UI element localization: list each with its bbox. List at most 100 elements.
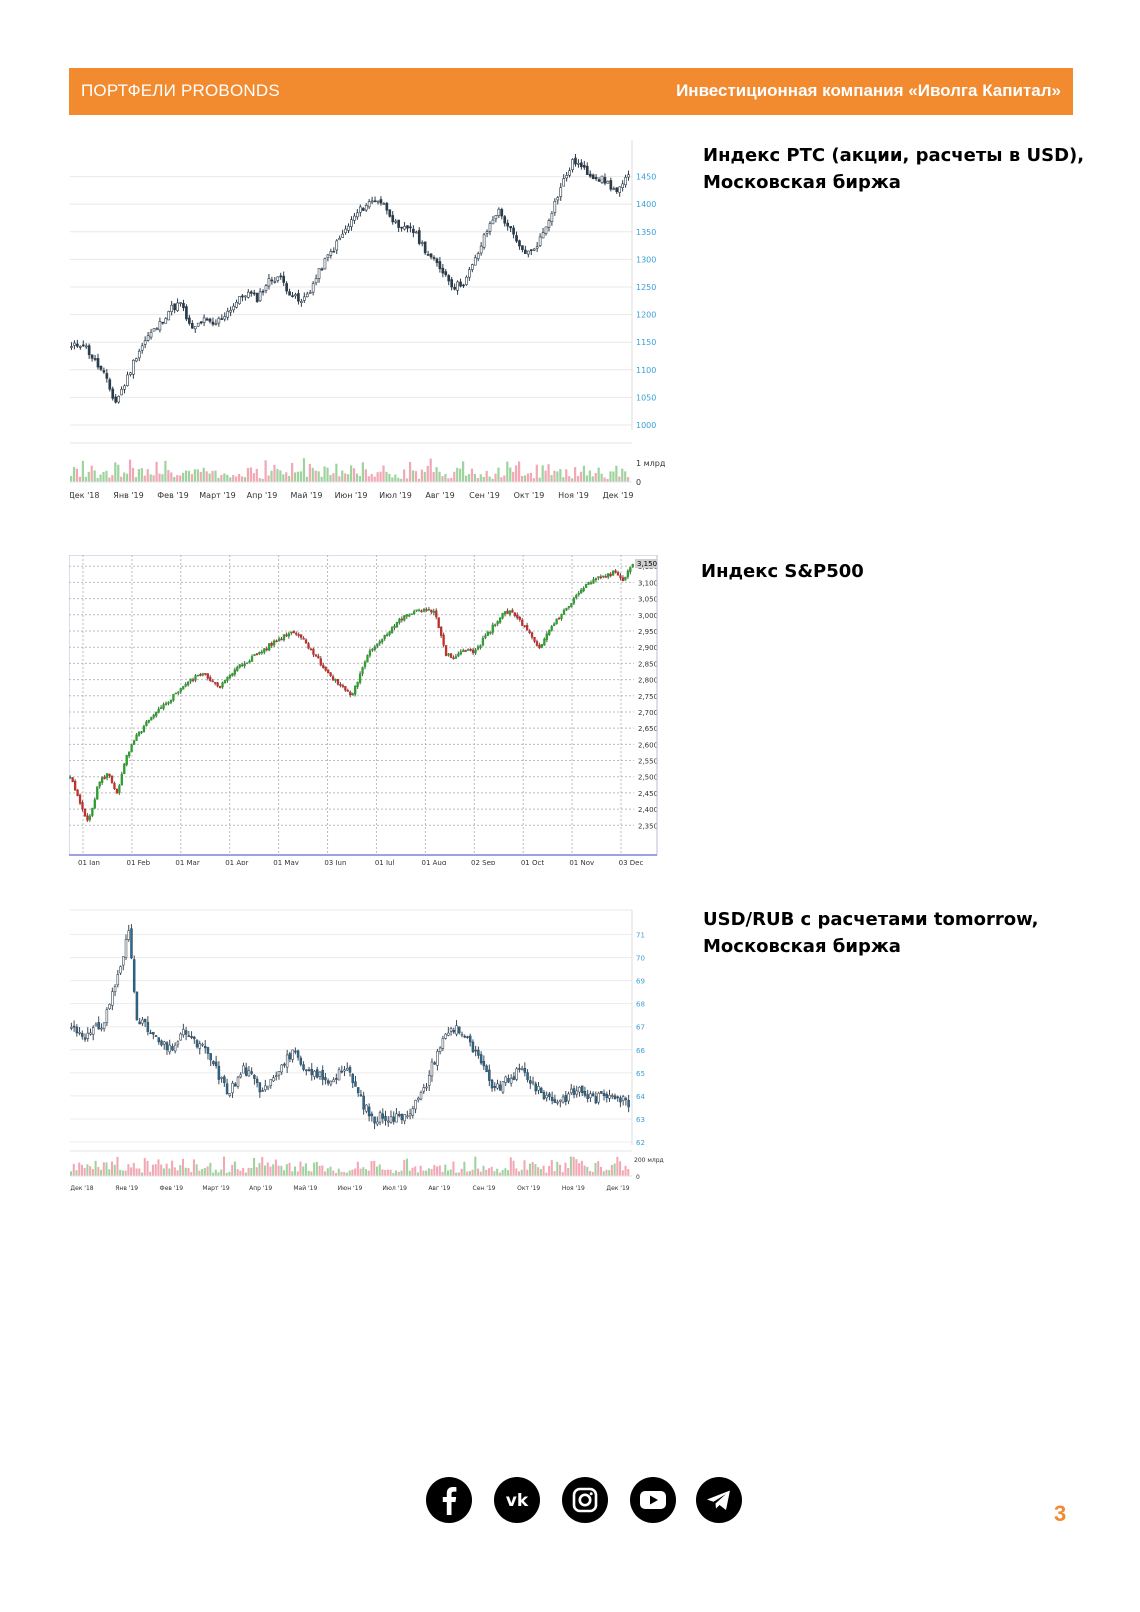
volume-bar xyxy=(80,1164,83,1176)
volume-bar xyxy=(444,1164,447,1176)
candle xyxy=(531,1076,535,1086)
candle-body xyxy=(493,1085,497,1088)
candle xyxy=(249,290,253,297)
candle xyxy=(408,1108,412,1120)
y-tick-label: 70 xyxy=(636,955,645,963)
candle xyxy=(124,934,128,960)
candle-body xyxy=(93,358,97,360)
y-tick-label: 2,450 xyxy=(638,790,658,798)
candle xyxy=(444,645,448,657)
candle xyxy=(206,1046,210,1060)
candle-body xyxy=(182,1029,185,1036)
candle-body xyxy=(302,296,306,301)
volume-bar xyxy=(395,1170,398,1176)
volume-bar xyxy=(456,467,459,482)
candle-body xyxy=(515,1068,518,1080)
volume-bar xyxy=(385,471,388,482)
candle xyxy=(545,1091,548,1102)
candle xyxy=(90,354,94,362)
candle-body xyxy=(378,641,381,644)
candle-body xyxy=(243,663,246,667)
candle-body xyxy=(264,1085,267,1091)
candle-body xyxy=(607,573,610,578)
candle-body xyxy=(321,1070,324,1080)
candle xyxy=(332,1077,335,1083)
volume-bar xyxy=(187,1167,190,1176)
candle xyxy=(152,713,155,720)
candle xyxy=(277,1071,281,1080)
vk-icon[interactable]: vk xyxy=(494,1477,540,1523)
candle xyxy=(341,229,344,238)
candle-body xyxy=(250,656,254,662)
candle xyxy=(123,763,126,775)
candle-body xyxy=(515,235,518,242)
candle-body xyxy=(145,721,148,727)
volume-bar xyxy=(411,1167,414,1176)
volume-bar xyxy=(294,1166,297,1176)
volume-bar xyxy=(457,1172,460,1176)
candle xyxy=(538,642,541,650)
candle-body xyxy=(506,610,509,614)
candle-body xyxy=(435,258,439,264)
volume-bar xyxy=(386,1169,389,1176)
candle xyxy=(597,576,600,581)
candle-body xyxy=(591,1093,595,1097)
candle-body xyxy=(125,755,128,765)
candle-body xyxy=(508,610,512,615)
y-tick-label: 68 xyxy=(636,1001,645,1009)
candle-body xyxy=(438,261,442,269)
volume-bar xyxy=(606,478,609,482)
candle xyxy=(367,1103,371,1122)
candle xyxy=(390,625,394,634)
candle xyxy=(305,291,309,298)
candle-body xyxy=(545,633,548,641)
candle xyxy=(591,173,595,180)
candle xyxy=(398,617,401,625)
volume-bar xyxy=(488,476,491,482)
telegram-icon[interactable] xyxy=(696,1477,742,1523)
candle xyxy=(299,1055,303,1067)
candle-body xyxy=(561,1096,565,1103)
candle xyxy=(140,730,143,735)
candle xyxy=(137,731,141,737)
volume-bar xyxy=(114,462,117,482)
youtube-icon[interactable] xyxy=(630,1477,676,1523)
candle-body xyxy=(81,1033,84,1037)
candle-body xyxy=(72,1025,76,1028)
candle-body xyxy=(381,639,384,643)
candle xyxy=(414,230,418,234)
volume-bar xyxy=(615,465,618,482)
candle-body xyxy=(605,1093,609,1098)
candle-body xyxy=(503,611,507,615)
candle-body xyxy=(485,1065,488,1072)
candle-body xyxy=(621,577,625,582)
candle xyxy=(425,1082,428,1092)
candle xyxy=(550,211,554,226)
volume-bar xyxy=(356,1161,359,1176)
volume-bar xyxy=(583,1165,586,1176)
candle-body xyxy=(173,303,176,311)
candle xyxy=(268,643,271,652)
volume-bar xyxy=(176,1170,179,1176)
candle-body xyxy=(586,1094,589,1099)
candle xyxy=(430,609,433,615)
volume-bar xyxy=(403,1160,406,1176)
candle-body xyxy=(184,1030,188,1035)
instagram-icon[interactable] xyxy=(562,1477,608,1523)
candle-body xyxy=(410,613,413,616)
candle-body xyxy=(550,213,554,223)
candle-body xyxy=(332,1079,335,1083)
candle xyxy=(182,299,185,312)
facebook-icon[interactable] xyxy=(426,1477,472,1523)
candle xyxy=(503,611,507,617)
candle-body xyxy=(185,306,188,320)
candle xyxy=(482,1055,486,1071)
x-tick-label: 01 May xyxy=(273,859,299,865)
candle xyxy=(302,1061,305,1072)
candle-body xyxy=(473,257,477,266)
candle xyxy=(91,807,94,818)
x-tick-label: Март '19 xyxy=(199,491,235,500)
candle-body xyxy=(126,374,129,386)
candle-body xyxy=(457,653,460,657)
candle-body xyxy=(412,228,415,234)
